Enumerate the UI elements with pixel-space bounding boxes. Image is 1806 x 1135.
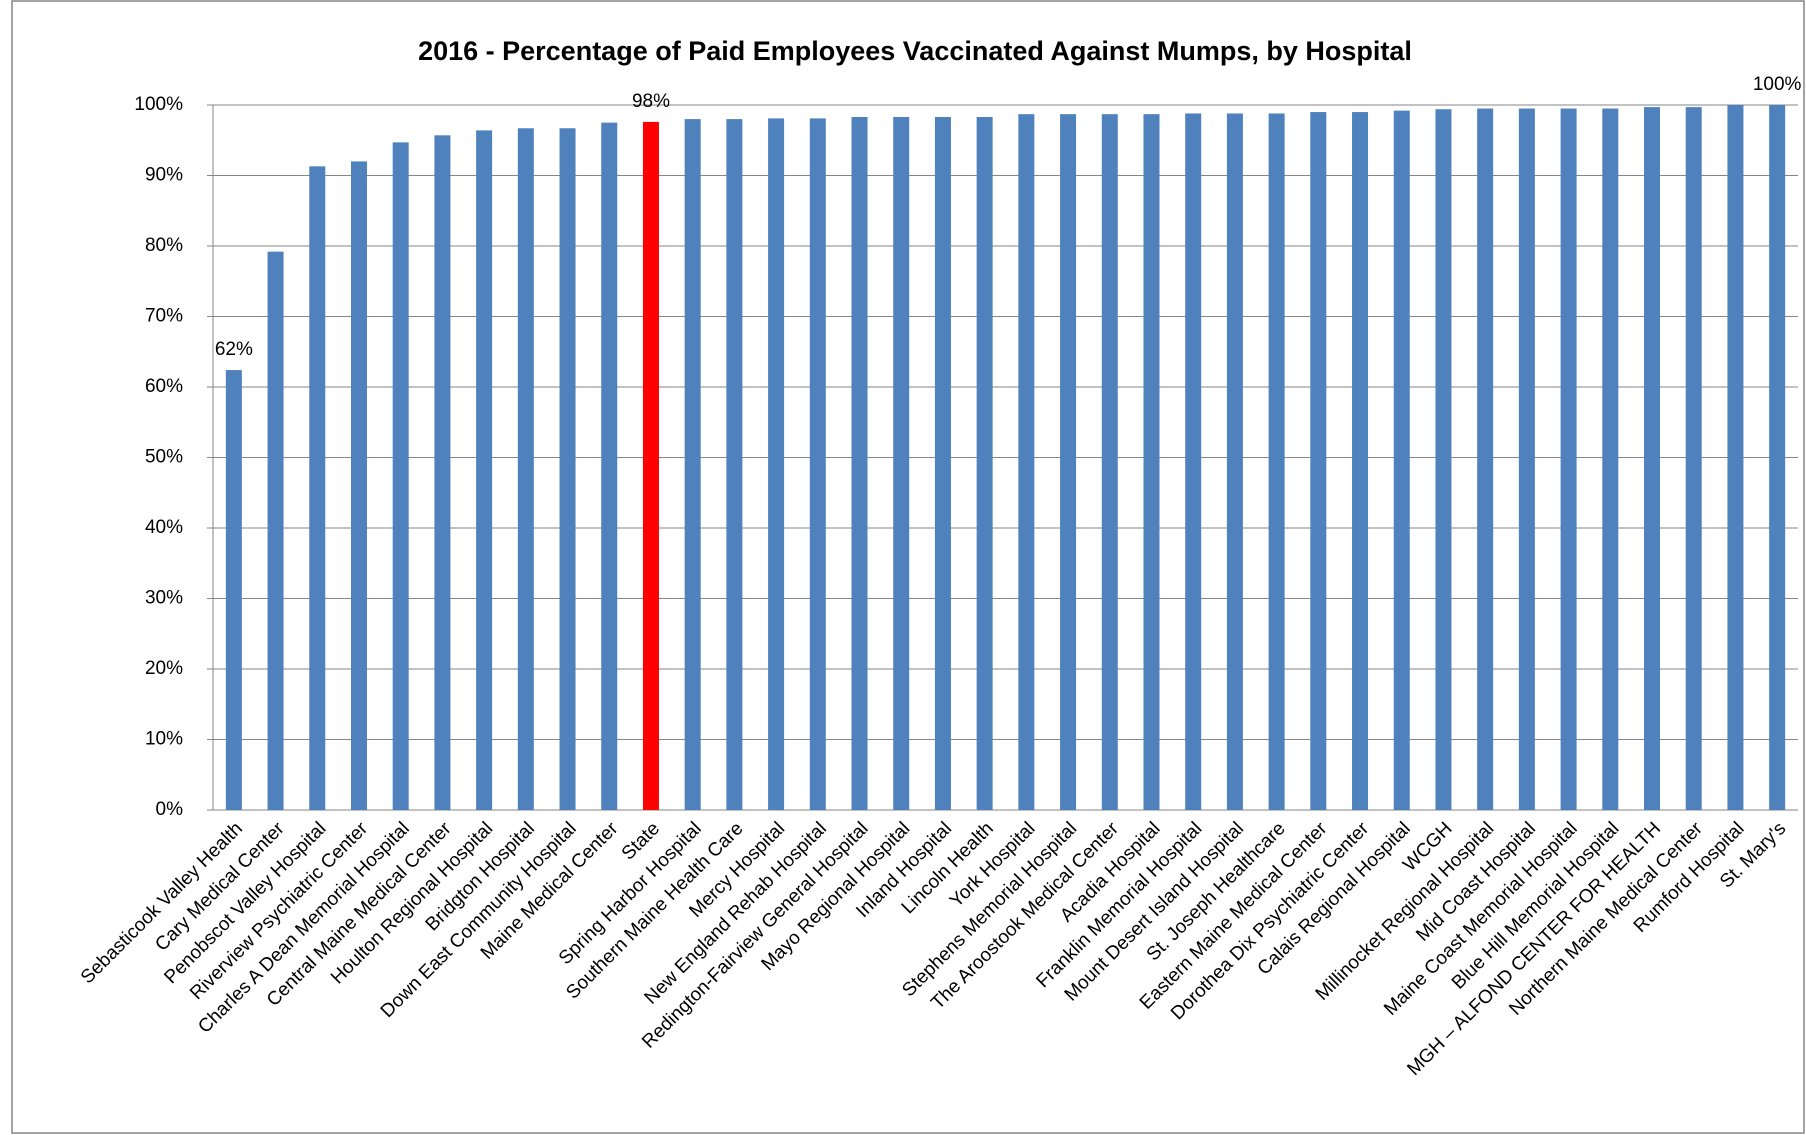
- bar: [1185, 113, 1202, 810]
- bar: [809, 118, 826, 810]
- bar: [350, 161, 367, 810]
- bar: [976, 116, 993, 811]
- y-tick-label: 30%: [145, 588, 183, 609]
- bar: [642, 121, 659, 811]
- bar: [1477, 108, 1494, 810]
- bar: [601, 122, 618, 810]
- bar: [1727, 105, 1744, 810]
- bar: [934, 116, 951, 811]
- bar: [1518, 108, 1535, 810]
- bar: [1101, 114, 1118, 811]
- y-tick-label: 100%: [134, 94, 183, 115]
- bar: [893, 116, 910, 811]
- bar: [434, 135, 451, 810]
- bar: [225, 370, 242, 810]
- bar: [392, 142, 409, 811]
- y-tick-label: 10%: [145, 729, 183, 750]
- bar: [1769, 105, 1786, 810]
- bar: [1685, 107, 1702, 811]
- bar: [1310, 112, 1327, 811]
- bar: [1393, 110, 1410, 810]
- y-tick-label: 40%: [145, 517, 183, 538]
- bar: [1060, 114, 1077, 811]
- data-label: 100%: [1753, 74, 1802, 95]
- bar: [1602, 108, 1619, 810]
- y-tick-label: 0%: [156, 799, 184, 820]
- y-tick-label: 80%: [145, 235, 183, 256]
- bar: [309, 166, 326, 810]
- bar: [476, 130, 493, 810]
- bar: [726, 119, 743, 811]
- bar: [1018, 114, 1035, 811]
- y-tick-label: 60%: [145, 376, 183, 397]
- bar: [851, 116, 868, 811]
- data-label: 62%: [215, 339, 253, 360]
- bar: [1268, 113, 1285, 810]
- y-tick-label: 70%: [145, 306, 183, 327]
- bar: [1143, 114, 1160, 811]
- y-tick-label: 20%: [145, 658, 183, 679]
- y-tick-label: 90%: [145, 165, 183, 186]
- data-label: 98%: [632, 91, 670, 112]
- bar: [1560, 108, 1577, 810]
- bar: [517, 128, 534, 810]
- bar: [684, 119, 701, 811]
- bar: [267, 251, 284, 810]
- chart-title: 2016 - Percentage of Paid Employees Vacc…: [418, 36, 1412, 66]
- bar: [1226, 113, 1243, 810]
- bar: [1435, 109, 1452, 811]
- bar: [1352, 112, 1369, 811]
- y-tick-label: 50%: [145, 447, 183, 468]
- bar: [559, 128, 576, 810]
- bar: [768, 118, 785, 810]
- bar: [1644, 107, 1661, 811]
